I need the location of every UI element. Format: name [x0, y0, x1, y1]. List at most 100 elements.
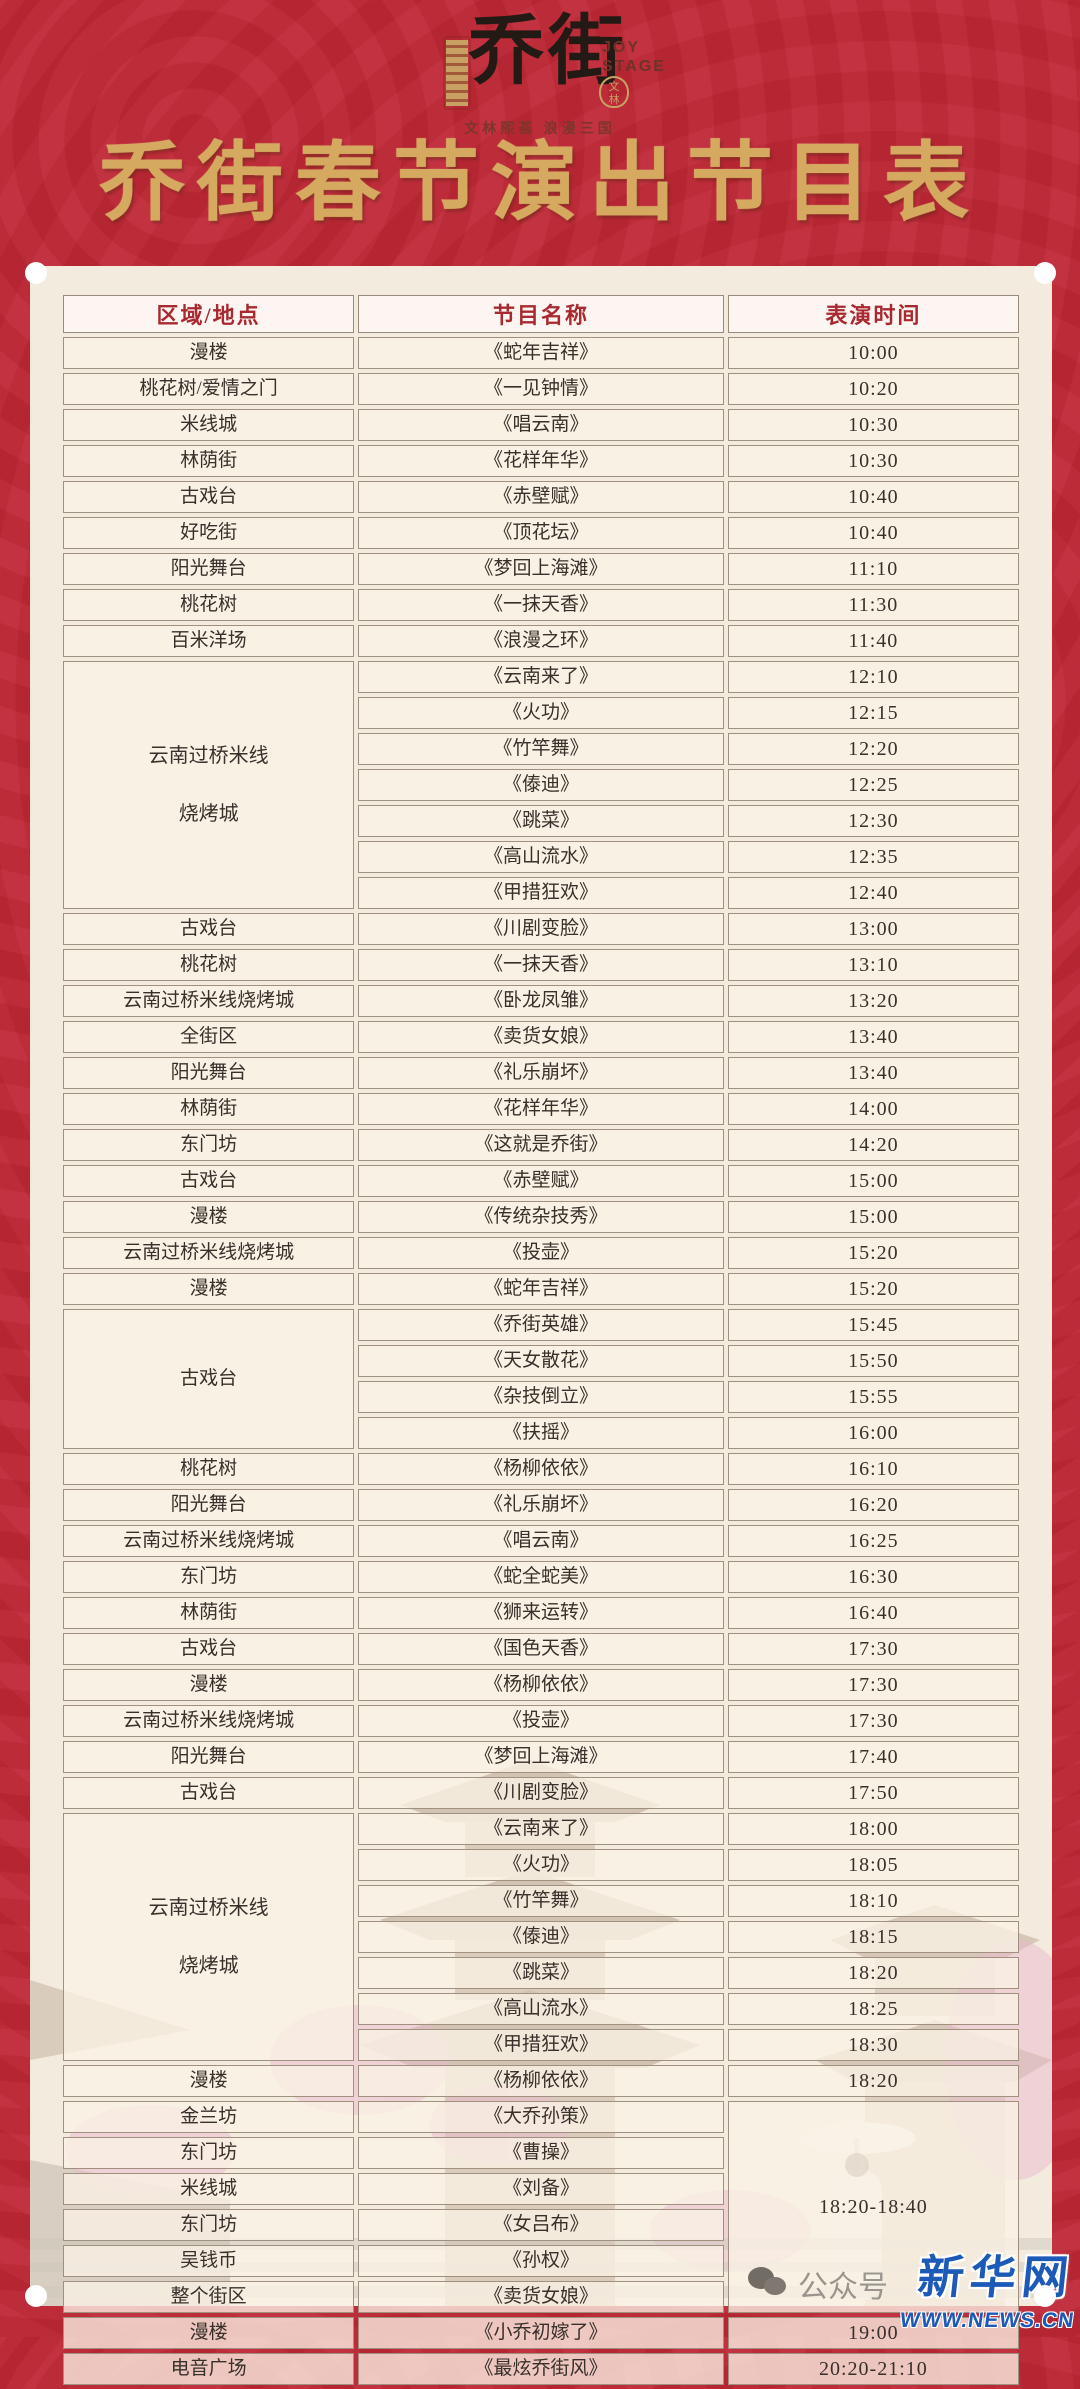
program-cell: 《扶摇》	[358, 1417, 724, 1449]
location-cell: 云南过桥米线烧烤城	[63, 985, 355, 1017]
program-cell: 《传统杂技秀》	[358, 1201, 724, 1233]
table-row: 米线城 《刘备》	[63, 2173, 1019, 2205]
program-cell: 《花样年华》	[358, 1093, 724, 1125]
table-row: 东门坊 《蛇全蛇美》 16:30	[63, 1561, 1019, 1593]
program-cell: 《甲措狂欢》	[358, 877, 724, 909]
table-row: 百米洋场 《浪漫之环》 11:40	[63, 625, 1019, 657]
location-cell: 好吃街	[63, 517, 355, 549]
time-cell: 17:50	[727, 1777, 1019, 1809]
xinhua-site-url: WWW.NEWS.CN	[898, 2309, 1076, 2332]
table-row: 云南过桥米线烧烤城 《卧龙凤雏》 13:20	[63, 985, 1019, 1017]
program-cell: 《梦回上海滩》	[358, 553, 724, 585]
location-cell: 东门坊	[63, 1561, 355, 1593]
location-cell: 阳光舞台	[63, 553, 355, 585]
program-cell: 《礼乐崩坏》	[358, 1057, 724, 1089]
program-cell: 《顶花坛》	[358, 517, 724, 549]
table-row: 云南过桥米线 烧烤城 《云南来了》 18:00	[63, 1813, 1019, 2061]
time-cell: 15:20	[727, 1237, 1019, 1269]
time-cell: 17:30	[727, 1633, 1019, 1665]
program-cell: 《云南来了》	[358, 1813, 724, 1845]
time-cell: 13:40	[727, 1021, 1019, 1053]
location-cell: 云南过桥米线烧烤城	[63, 1705, 355, 1737]
program-cell: 《竹竿舞》	[358, 1885, 724, 1917]
time-cell: 15:45	[727, 1309, 1019, 1341]
location-cell: 桃花树	[63, 949, 355, 981]
location-cell: 漫楼	[63, 1201, 355, 1233]
table-row: 《傣迪》 18:15	[63, 1921, 1019, 1953]
table-row: 漫楼 《小乔初嫁了》 19:00	[63, 2317, 1019, 2349]
program-cell: 《蛇年吉祥》	[358, 1273, 724, 1305]
program-cell: 《狮来运转》	[358, 1597, 724, 1629]
program-cell: 《唱云南》	[358, 409, 724, 441]
column-header-location: 区域/地点	[63, 295, 355, 333]
location-cell: 阳光舞台	[63, 1057, 355, 1089]
table-row: 阳光舞台 《礼乐崩坏》 13:40	[63, 1057, 1019, 1089]
program-cell: 《小乔初嫁了》	[358, 2317, 724, 2349]
location-cell: 金兰坊	[63, 2101, 355, 2133]
wechat-icon	[748, 2267, 788, 2301]
location-cell: 阳光舞台	[63, 1741, 355, 1773]
time-cell: 16:40	[727, 1597, 1019, 1629]
time-cell: 13:00	[727, 913, 1019, 945]
table-row: 《甲措狂欢》 12:40	[63, 877, 1019, 909]
wechat-watermark: 公众号	[748, 2262, 888, 2306]
time-cell: 10:40	[727, 481, 1019, 513]
table-row: 林荫街 《花样年华》 10:30	[63, 445, 1019, 477]
program-cell: 《赤壁赋》	[358, 1165, 724, 1197]
time-cell: 16:25	[727, 1525, 1019, 1557]
program-cell: 《乔街英雄》	[358, 1309, 724, 1341]
location-cell: 漫楼	[63, 2317, 355, 2349]
table-row: 古戏台 《川剧变脸》 13:00	[63, 913, 1019, 945]
column-header-time: 表演时间	[727, 295, 1019, 333]
location-cell: 古戏台	[63, 1165, 355, 1197]
program-cell: 《花样年华》	[358, 445, 724, 477]
time-cell: 12:15	[727, 697, 1019, 729]
time-cell: 18:20-18:40	[727, 2101, 1019, 2313]
program-cell: 《甲措狂欢》	[358, 2029, 724, 2061]
location-cell: 古戏台	[63, 481, 355, 513]
program-cell: 《蛇年吉祥》	[358, 337, 724, 369]
location-cell: 古戏台	[63, 1633, 355, 1665]
program-cell: 《杨柳依依》	[358, 1453, 724, 1485]
program-cell: 《卧龙凤雏》	[358, 985, 724, 1017]
table-row: 东门坊 《这就是乔街》 14:20	[63, 1129, 1019, 1161]
corner-pin-bottom-right	[1034, 2285, 1056, 2307]
location-cell: 漫楼	[63, 1273, 355, 1305]
time-cell: 18:20	[727, 1957, 1019, 1989]
program-cell: 《火功》	[358, 697, 724, 729]
program-cell: 《竹竿舞》	[358, 733, 724, 765]
brand-tagline: 文林熙荟 浪漫三国	[464, 122, 616, 137]
location-cell: 云南过桥米线 烧烤城	[63, 1813, 355, 2061]
location-cell: 林荫街	[63, 1093, 355, 1125]
time-cell: 14:20	[727, 1129, 1019, 1161]
time-cell: 13:40	[727, 1057, 1019, 1089]
watermark-label: 公众号	[798, 2271, 888, 2304]
table-row: 漫楼 《杨柳依依》 17:30	[63, 1669, 1019, 1701]
table-row: 漫楼 《蛇年吉祥》 10:00	[63, 337, 1019, 369]
program-cell: 《川剧变脸》	[358, 1777, 724, 1809]
location-cell: 米线城	[63, 409, 355, 441]
location-cell: 古戏台	[63, 1309, 355, 1449]
program-cell: 《杂技倒立》	[358, 1381, 724, 1413]
table-row: 云南过桥米线烧烤城 《投壶》 15:20	[63, 1237, 1019, 1269]
table-row: 林荫街 《狮来运转》 16:40	[63, 1597, 1019, 1629]
table-row: 《甲措狂欢》 18:30	[63, 2029, 1019, 2061]
location-cell: 云南过桥米线烧烤城	[63, 1525, 355, 1557]
location-cell: 漫楼	[63, 337, 355, 369]
table-row: 《杂技倒立》 15:55	[63, 1381, 1019, 1413]
program-cell: 《唱云南》	[358, 1525, 724, 1557]
program-cell: 《最炫乔街风》	[358, 2353, 724, 2385]
table-row: 吴钱币 《孙权》	[63, 2245, 1019, 2277]
table-row: 云南过桥米线 烧烤城 《云南来了》 12:10	[63, 661, 1019, 909]
time-cell: 13:20	[727, 985, 1019, 1017]
time-cell: 18:10	[727, 1885, 1019, 1917]
table-row: 云南过桥米线烧烤城 《唱云南》 16:25	[63, 1525, 1019, 1557]
location-cell: 东门坊	[63, 1129, 355, 1161]
brand-english-line1: JOY	[602, 39, 641, 56]
table-row: 电音广场 《最炫乔街风》 20:20-21:10	[63, 2353, 1019, 2385]
location-cell: 米线城	[63, 2173, 355, 2205]
table-row: 《竹竿舞》 12:20	[63, 733, 1019, 765]
program-cell: 《礼乐崩坏》	[358, 1489, 724, 1521]
program-cell: 《川剧变脸》	[358, 913, 724, 945]
